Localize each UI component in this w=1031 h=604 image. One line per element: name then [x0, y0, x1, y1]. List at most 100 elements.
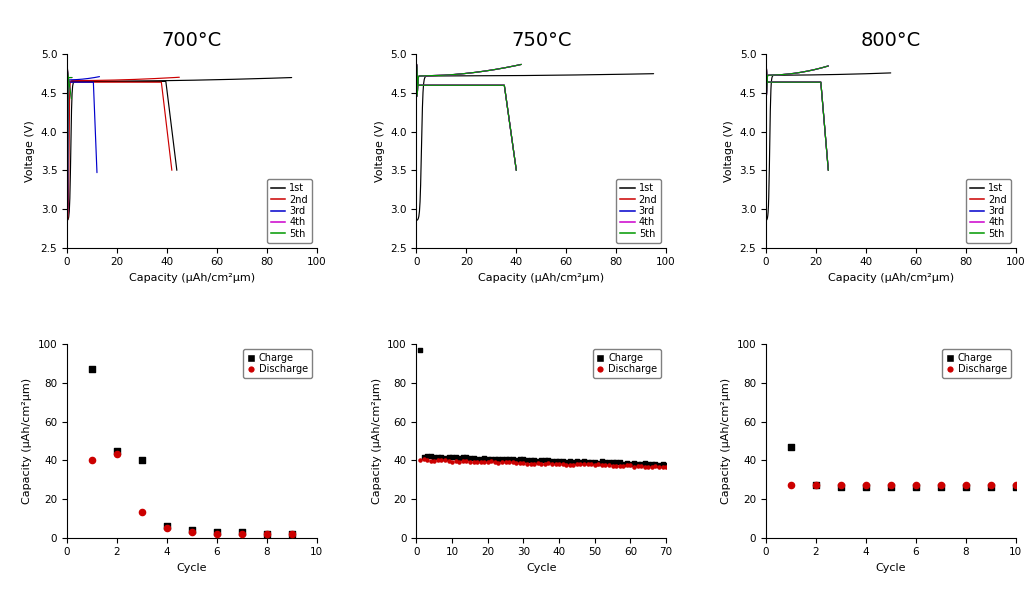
Point [497, 454, 513, 464]
Point [783, 481, 799, 490]
Y-axis label: Voltage (V): Voltage (V) [374, 120, 385, 182]
Point [543, 456, 560, 466]
Point [658, 461, 674, 471]
Point [490, 458, 506, 467]
Point [651, 460, 667, 469]
Point [907, 483, 924, 492]
Point [622, 459, 638, 469]
Point [569, 456, 586, 466]
Point [579, 459, 596, 469]
Point [451, 457, 467, 467]
Point [958, 481, 974, 490]
Point [655, 459, 671, 469]
Point [233, 529, 250, 539]
Point [526, 459, 542, 469]
Point [651, 462, 667, 472]
Point [576, 460, 593, 469]
Point [636, 462, 653, 472]
Point [476, 457, 493, 466]
Point [636, 458, 653, 468]
Point [487, 454, 503, 463]
Point [626, 458, 642, 468]
Point [426, 452, 442, 461]
Point [455, 452, 471, 462]
Point [569, 459, 586, 469]
Legend: 1st, 2nd, 3rd, 4th, 5th: 1st, 2nd, 3rd, 4th, 5th [617, 179, 661, 243]
Point [465, 454, 481, 463]
X-axis label: Capacity (μAh/cm²μm): Capacity (μAh/cm²μm) [129, 273, 255, 283]
Point [858, 483, 874, 492]
Point [619, 460, 635, 470]
Point [643, 459, 660, 469]
Point [484, 457, 500, 466]
Point [958, 483, 974, 492]
Point [643, 462, 660, 472]
Point [458, 452, 474, 462]
Point [590, 458, 606, 467]
Point [426, 457, 442, 466]
Point [587, 460, 603, 470]
Point [444, 457, 461, 466]
Point [447, 452, 464, 462]
Point [932, 483, 949, 492]
Point [523, 455, 539, 464]
Point [487, 457, 503, 467]
Point [259, 529, 275, 539]
Point [540, 455, 557, 465]
Point [1007, 483, 1024, 492]
Point [184, 525, 200, 535]
Point [608, 461, 625, 471]
Point [640, 462, 657, 472]
Point [497, 457, 513, 467]
Point [551, 458, 567, 468]
Point [619, 458, 635, 468]
Point [807, 481, 824, 490]
Point [932, 481, 949, 490]
Point [134, 507, 151, 517]
Point [833, 483, 850, 492]
Point [562, 456, 578, 466]
Point [601, 460, 618, 469]
Point [540, 458, 557, 468]
Point [604, 457, 621, 467]
Point [633, 459, 650, 469]
Point [494, 454, 510, 464]
Point [647, 461, 664, 471]
Legend: Charge, Discharge: Charge, Discharge [593, 349, 661, 378]
Point [508, 458, 525, 467]
Point [84, 455, 100, 465]
Point [833, 481, 850, 490]
Point [597, 460, 613, 469]
Point [411, 455, 428, 465]
Point [551, 455, 567, 465]
Y-axis label: Capacity (μAh/cm²μm): Capacity (μAh/cm²μm) [721, 378, 731, 504]
Point [208, 527, 225, 536]
Point [519, 455, 535, 465]
Y-axis label: Capacity (μAh/cm²μm): Capacity (μAh/cm²μm) [371, 378, 381, 504]
Legend: 1st, 2nd, 3rd, 4th, 5th: 1st, 2nd, 3rd, 4th, 5th [267, 179, 311, 243]
Point [907, 481, 924, 490]
Point [433, 455, 450, 465]
X-axis label: Capacity (μAh/cm²μm): Capacity (μAh/cm²μm) [828, 273, 954, 283]
Point [579, 457, 596, 467]
Point [555, 456, 571, 466]
Point [611, 457, 628, 467]
Point [423, 456, 439, 466]
Legend: 1st, 2nd, 3rd, 4th, 5th: 1st, 2nd, 3rd, 4th, 5th [966, 179, 1010, 243]
Point [469, 454, 486, 463]
Point [108, 449, 125, 459]
Point [530, 458, 546, 468]
Point [655, 462, 671, 472]
Point [504, 454, 521, 464]
Point [530, 456, 546, 466]
Point [462, 457, 478, 467]
Point [983, 481, 999, 490]
Point [84, 365, 100, 374]
Point [430, 452, 446, 462]
Point [284, 529, 300, 539]
Point [558, 457, 574, 466]
Point [516, 458, 532, 468]
Legend: Charge, Discharge: Charge, Discharge [942, 349, 1010, 378]
Point [640, 459, 657, 469]
X-axis label: Cycle: Cycle [176, 563, 207, 573]
